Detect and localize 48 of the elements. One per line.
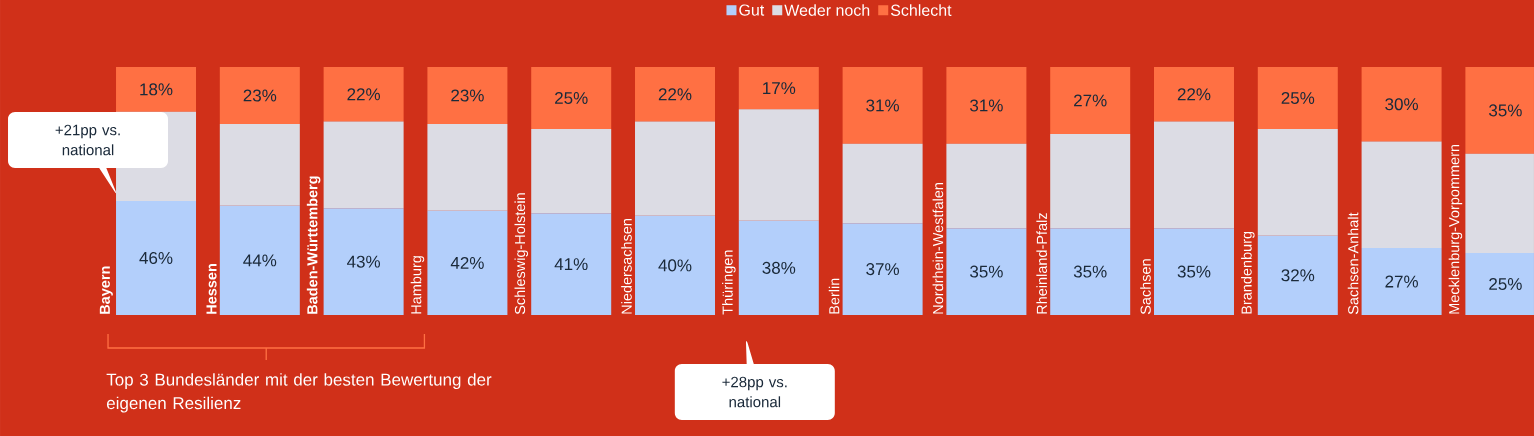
data-label: 32%	[1281, 269, 1315, 282]
legend-label: Gut	[739, 4, 765, 16]
data-label: 27%	[1385, 275, 1418, 288]
data-label: 44%	[243, 254, 277, 267]
data-label: 35%	[970, 265, 1003, 278]
data-label: 23%	[243, 89, 277, 102]
legend-label: Schlecht	[890, 4, 952, 16]
data-label: 17%	[763, 82, 796, 95]
x-tick-label: Schleswig-Holstein	[514, 193, 529, 315]
data-label: 35%	[1489, 104, 1522, 117]
data-label: 43%	[347, 255, 381, 268]
x-tick-label: Bayern	[99, 266, 113, 314]
x-tick-label: Brandenburg	[1241, 231, 1255, 314]
data-label: 40%	[658, 259, 692, 272]
data-label: 35%	[1073, 265, 1107, 278]
x-tick-label: Rheinland-Pfalz	[1036, 213, 1047, 314]
data-label: 27%	[1074, 94, 1107, 107]
data-label: 25%	[1281, 91, 1315, 105]
x-tick-label: Mecklenburg-Vorpommern	[1448, 144, 1463, 314]
data-label: 25%	[555, 91, 588, 105]
data-label: 30%	[1385, 98, 1418, 111]
data-label: 42%	[450, 256, 484, 269]
data-label: 31%	[970, 99, 1003, 112]
data-label: 23%	[451, 89, 484, 102]
legend-label: Weder noch	[784, 4, 870, 16]
data-label: 35%	[1177, 265, 1211, 278]
x-tick-label: Hessen	[206, 264, 217, 314]
x-tick-label: Thüringen	[722, 250, 736, 315]
x-tick-label: Sachsen	[1140, 259, 1151, 315]
data-label: 38%	[762, 261, 796, 274]
data-label: 25%	[1489, 277, 1522, 291]
data-label: 31%	[866, 99, 900, 112]
x-tick-label: Baden-Württemberg	[306, 176, 321, 314]
data-label: 41%	[554, 258, 588, 271]
annotation: +21pp vs. national	[55, 124, 120, 156]
data-label: 22%	[658, 88, 692, 101]
data-label: 22%	[347, 88, 381, 101]
data-label: 18%	[140, 83, 173, 96]
x-tick-label: Nordrhein-Westfalen	[932, 183, 944, 314]
text: Top 3 Bundesländer mit der besten Bewertung der eigenen Resilienz	[106, 373, 492, 413]
data-label: 22%	[1177, 88, 1211, 101]
data-label: 37%	[866, 263, 900, 276]
x-tick-label: Niedersachsen	[621, 219, 632, 314]
text: +28pp vs. national	[722, 376, 787, 408]
x-tick-label: Sachsen-Anhalt	[1347, 212, 1359, 315]
x-tick-label: Hamburg	[410, 256, 425, 314]
data-label: 46%	[139, 251, 173, 264]
x-tick-label: Berlin	[828, 278, 840, 314]
